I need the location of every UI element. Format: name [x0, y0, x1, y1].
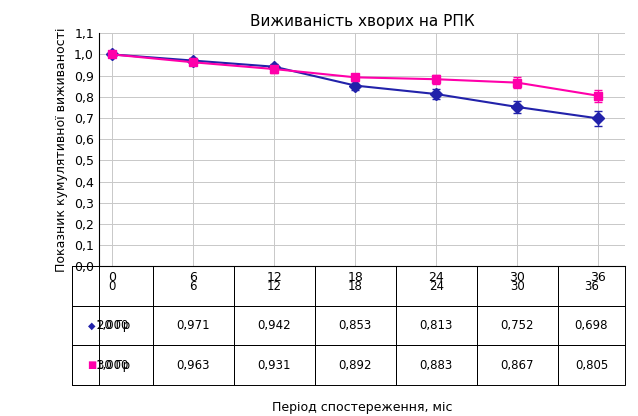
Text: 24: 24: [429, 280, 444, 292]
Text: 18: 18: [348, 280, 363, 292]
Text: 0,892: 0,892: [339, 359, 372, 371]
Text: 0,942: 0,942: [258, 319, 291, 332]
Text: 36: 36: [584, 280, 599, 292]
Text: 20 Гр: 20 Гр: [97, 319, 130, 332]
Text: ◆: ◆: [89, 320, 96, 331]
Text: 0: 0: [108, 280, 116, 292]
Text: 0,883: 0,883: [420, 359, 453, 371]
Text: 0,853: 0,853: [339, 319, 372, 332]
Title: Виживаність хворих на РПК: Виживаність хворих на РПК: [249, 14, 475, 30]
Text: 30 Гр: 30 Гр: [97, 359, 130, 371]
Text: 6: 6: [189, 280, 197, 292]
Text: 0,963: 0,963: [177, 359, 210, 371]
Text: ■: ■: [87, 360, 97, 370]
Text: 1,000: 1,000: [96, 319, 129, 332]
Text: 1,000: 1,000: [96, 359, 129, 371]
Text: 0,813: 0,813: [420, 319, 453, 332]
Text: 12: 12: [267, 280, 282, 292]
Text: 0,752: 0,752: [501, 319, 534, 332]
Text: 0,867: 0,867: [501, 359, 534, 371]
Text: 30: 30: [510, 280, 524, 292]
Text: 0,971: 0,971: [177, 319, 210, 332]
Y-axis label: Показник кумулятивної виживаності: Показник кумулятивної виживаності: [56, 27, 68, 272]
Text: 0,698: 0,698: [575, 319, 608, 332]
Text: 0,931: 0,931: [258, 359, 291, 371]
Text: Період спостереження, міс: Період спостереження, міс: [272, 401, 452, 414]
Text: 0,805: 0,805: [575, 359, 608, 371]
